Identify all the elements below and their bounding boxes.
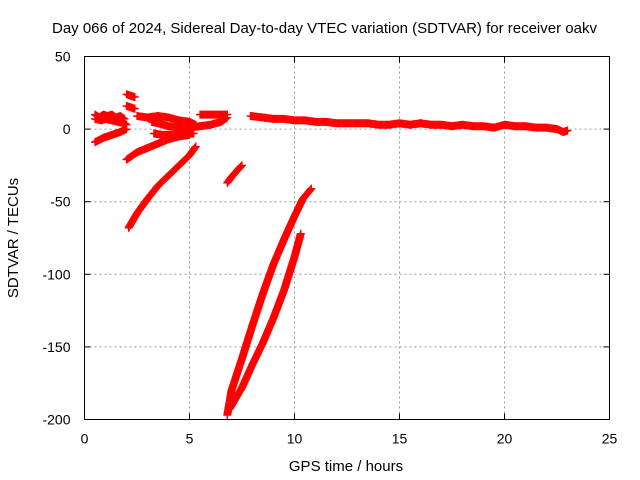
data-point [237, 162, 246, 171]
plot-frame [84, 56, 610, 420]
data-point [563, 126, 572, 135]
x-tick-label: 25 [602, 431, 618, 447]
y-axis-label: SDTVAR / TECUs [5, 178, 22, 298]
axis-ticks: 0 5 10 15 20 25 -200 -150 -100 -50 0 50 [42, 49, 617, 447]
data-point [130, 93, 139, 102]
x-tick-label: 5 [186, 431, 194, 447]
x-tick-label: 20 [497, 431, 513, 447]
grid [84, 56, 610, 420]
y-tick-label: -50 [50, 194, 70, 210]
y-tick-label: -150 [42, 339, 70, 355]
y-tick-label: -100 [42, 266, 70, 282]
y-tick-label: -200 [42, 412, 70, 428]
data-point [238, 161, 246, 170]
x-tick-label: 0 [81, 431, 89, 447]
data-point [296, 229, 305, 238]
data-point [306, 185, 315, 194]
data-point [305, 186, 314, 195]
chart-title: Day 066 of 2024, Sidereal Day-to-day VTE… [52, 20, 597, 37]
data-points [91, 90, 572, 420]
data-point [307, 184, 316, 193]
data-point [122, 125, 131, 134]
data-point [236, 162, 245, 171]
data-point [191, 142, 200, 151]
data-point [223, 110, 232, 119]
y-tick-label: 0 [63, 121, 71, 137]
x-tick-label: 15 [392, 431, 408, 447]
y-tick-label: 50 [55, 49, 71, 65]
x-tick-label: 10 [287, 431, 303, 447]
x-axis-label: GPS time / hours [289, 458, 403, 475]
data-point [130, 104, 139, 113]
